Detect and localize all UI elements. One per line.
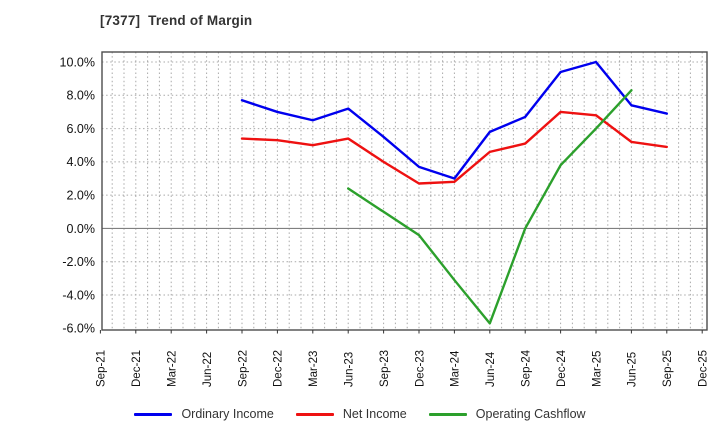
svg-text:10.0%: 10.0% [60, 55, 95, 69]
svg-text:Mar-23: Mar-23 [308, 351, 320, 387]
legend-line-swatch-ordinary-income [134, 412, 173, 416]
svg-text:Jun-25: Jun-25 [627, 352, 639, 387]
svg-text:Dec-21: Dec-21 [131, 350, 143, 387]
legend-item-net-income: Net Income [295, 407, 407, 421]
x-axis-labels: Sep-21 Dec-21 Mar-22 Jun-22 Sep-22 Dec-22 Mar-… [96, 330, 710, 387]
svg-text:Dec-23: Dec-23 [414, 350, 426, 387]
legend-line-swatch-net-income [295, 412, 334, 416]
svg-text:4.0%: 4.0% [67, 155, 96, 169]
series-line-ordinary-income [240, 60, 668, 180]
svg-text:Dec-25: Dec-25 [698, 350, 710, 387]
svg-text:Mar-22: Mar-22 [167, 351, 179, 387]
svg-text:Jun-22: Jun-22 [202, 352, 214, 387]
svg-text:Sep-25: Sep-25 [662, 350, 674, 387]
svg-text:-2.0%: -2.0% [62, 255, 95, 269]
series-line-net-income [240, 110, 668, 185]
horizontal-gridlines [102, 61, 707, 296]
svg-text:2.0%: 2.0% [67, 188, 96, 202]
legend-line-swatch-operating-cashflow [428, 412, 467, 416]
svg-text:6.0%: 6.0% [67, 122, 96, 136]
svg-text:Jun-24: Jun-24 [485, 351, 497, 387]
svg-text:Dec-22: Dec-22 [273, 350, 285, 387]
svg-text:Sep-22: Sep-22 [237, 350, 249, 387]
svg-text:Jun-23: Jun-23 [344, 352, 356, 387]
svg-text:Sep-23: Sep-23 [379, 350, 391, 387]
svg-text:Mar-24: Mar-24 [450, 350, 462, 387]
plot-border [101, 51, 708, 331]
y-axis-labels: 10.0% 8.0% 6.0% 4.0% 2.0% 0.0% -2.0% -4.0% -6.0% [60, 55, 95, 335]
svg-text:Sep-24: Sep-24 [521, 349, 533, 387]
svg-text:Dec-24: Dec-24 [556, 349, 568, 387]
svg-text:Mar-25: Mar-25 [591, 351, 603, 387]
legend-label-operating-cashflow: Operating Cashflow [475, 407, 586, 421]
svg-text:-4.0%: -4.0% [62, 288, 95, 302]
chart-title: [7377] Trend of Margin [100, 13, 253, 28]
legend-item-ordinary-income: Ordinary Income [134, 407, 274, 421]
legend-label-ordinary-income: Ordinary Income [181, 407, 274, 421]
legend-label-net-income: Net Income [342, 407, 407, 421]
series-line-operating-cashflow [347, 89, 633, 325]
legend-item-operating-cashflow: Operating Cashflow [428, 407, 586, 421]
svg-text:-6.0%: -6.0% [62, 322, 95, 336]
svg-text:8.0%: 8.0% [67, 89, 96, 103]
svg-text:0.0%: 0.0% [67, 222, 96, 236]
vertical-gridlines [111, 52, 703, 330]
legend: Ordinary Income Net Income Operating Cas… [0, 403, 720, 425]
svg-text:Sep-21: Sep-21 [96, 350, 108, 387]
